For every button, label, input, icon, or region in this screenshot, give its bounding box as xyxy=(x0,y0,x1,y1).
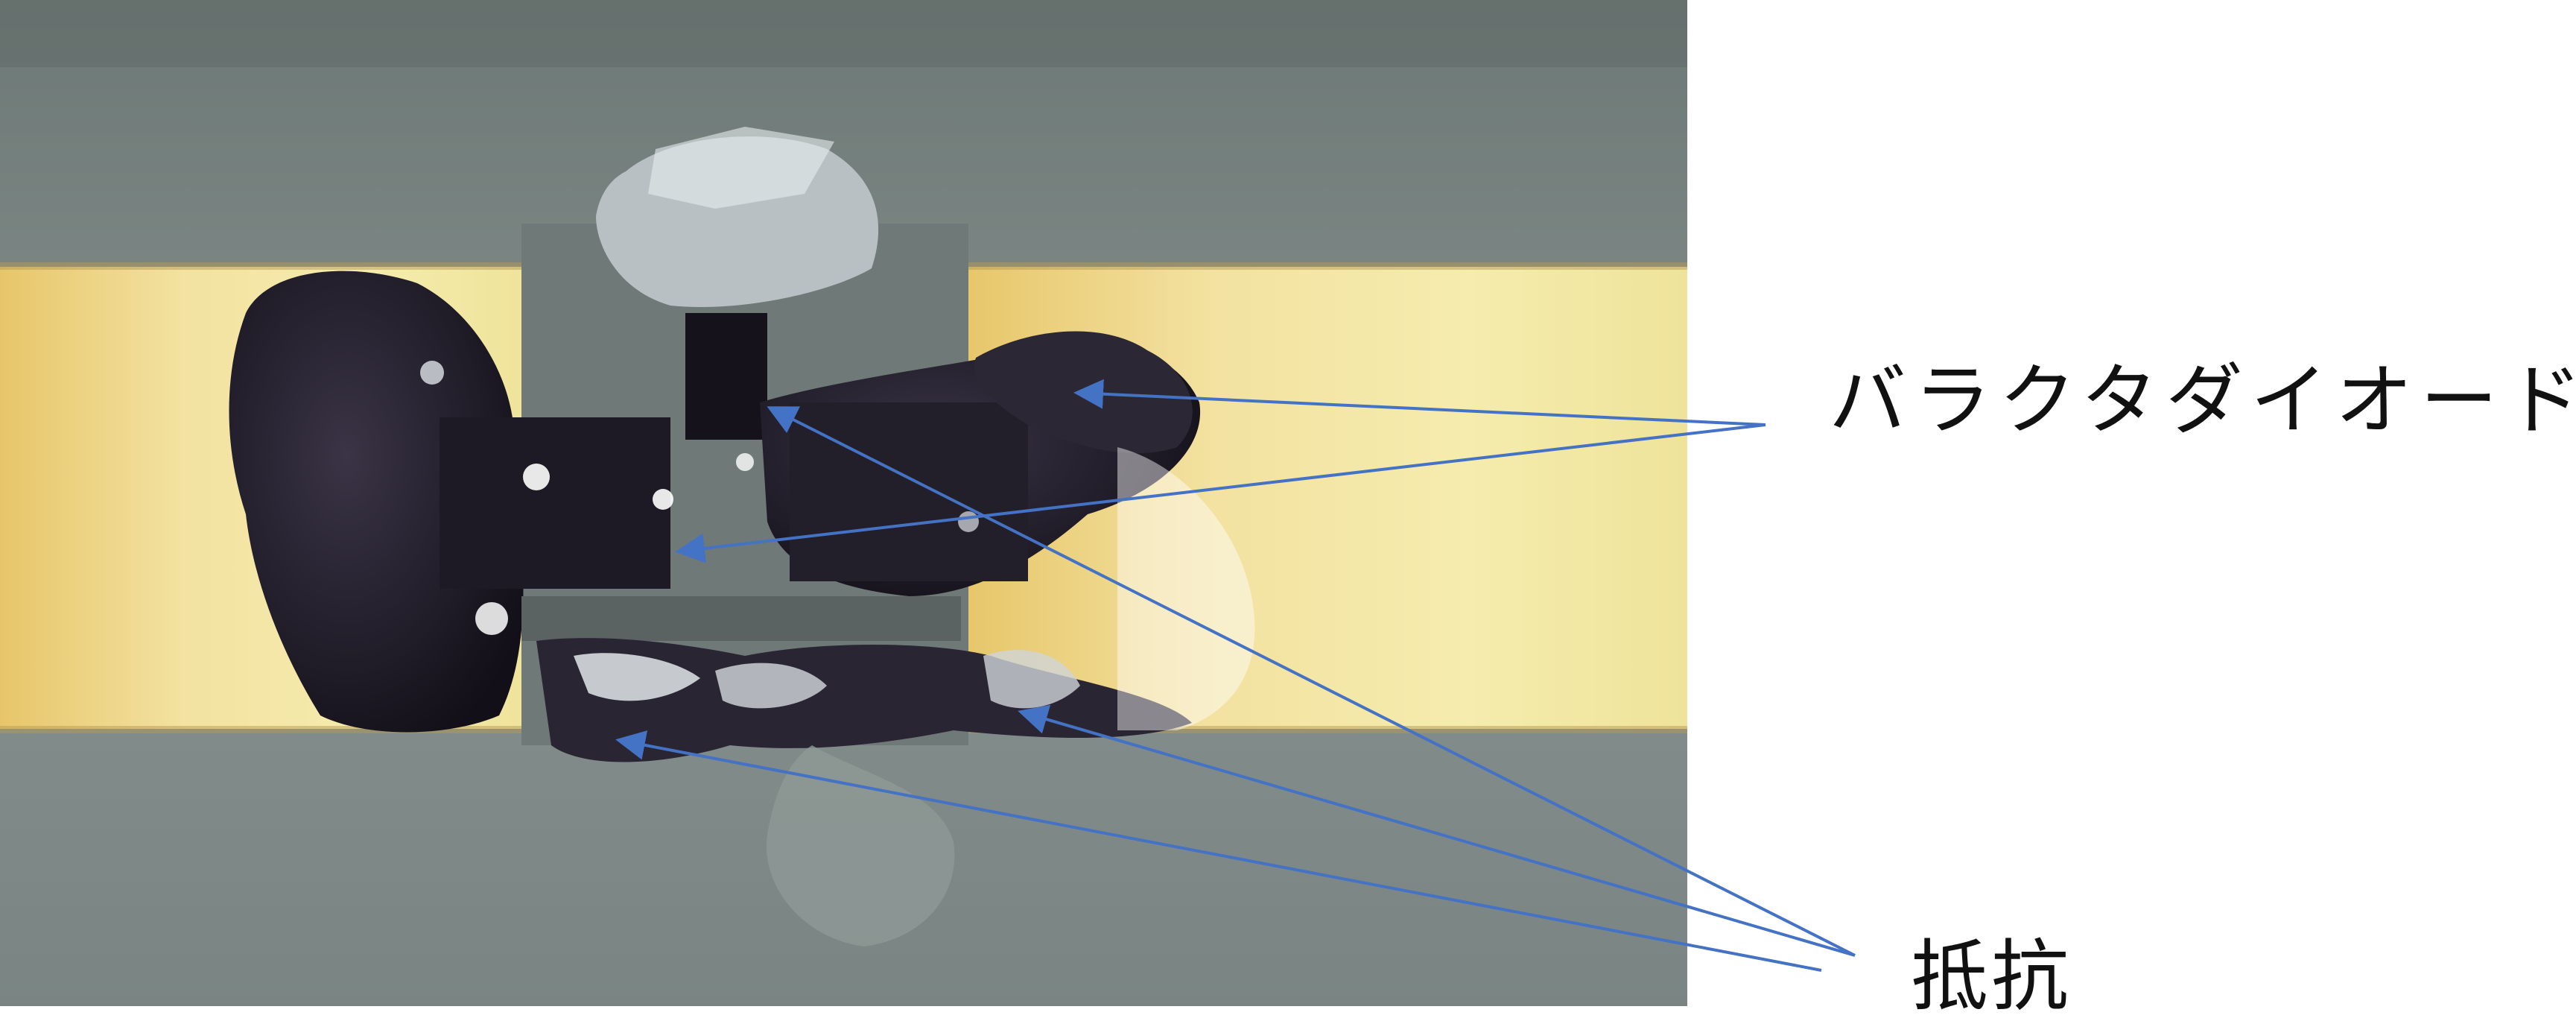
solder-highlight-right xyxy=(983,650,1080,709)
solder-sparkle-2 xyxy=(475,602,508,635)
varactor-diode-label: バラクタダイオード xyxy=(1829,355,2576,446)
circuit-photo xyxy=(0,0,1687,1006)
substrate-shade-top xyxy=(0,0,1687,67)
resistor-label: 抵抗 xyxy=(1911,931,2072,1022)
varactor-diode-body-left xyxy=(440,417,670,589)
arrow-varactor-left xyxy=(675,423,1766,563)
resistor-bar xyxy=(521,596,961,641)
solder-highlight-bottom xyxy=(574,653,700,701)
glue-region-right xyxy=(1117,447,1255,730)
solder-highlight-bottom-2 xyxy=(715,663,827,709)
varactor-diode-body-right xyxy=(790,402,1028,581)
solder-sparkle-5 xyxy=(420,361,444,385)
annotation-arrows xyxy=(615,379,1856,972)
solder-sparkle-3 xyxy=(653,489,673,510)
solder-blob-left xyxy=(229,271,524,733)
varactor-diode-body-top xyxy=(685,313,767,440)
solder-sparkle-4 xyxy=(736,453,754,471)
solder-sparkle-1 xyxy=(523,464,550,490)
arrow-resistor-left xyxy=(615,730,1822,972)
arrow-varactor-top xyxy=(767,406,1856,957)
solder-sparkle-6 xyxy=(958,511,979,532)
arrow-resistor-right xyxy=(1018,704,1856,957)
arrow-varactor-right xyxy=(1073,379,1766,426)
solder-blob-top-bright xyxy=(648,127,834,209)
